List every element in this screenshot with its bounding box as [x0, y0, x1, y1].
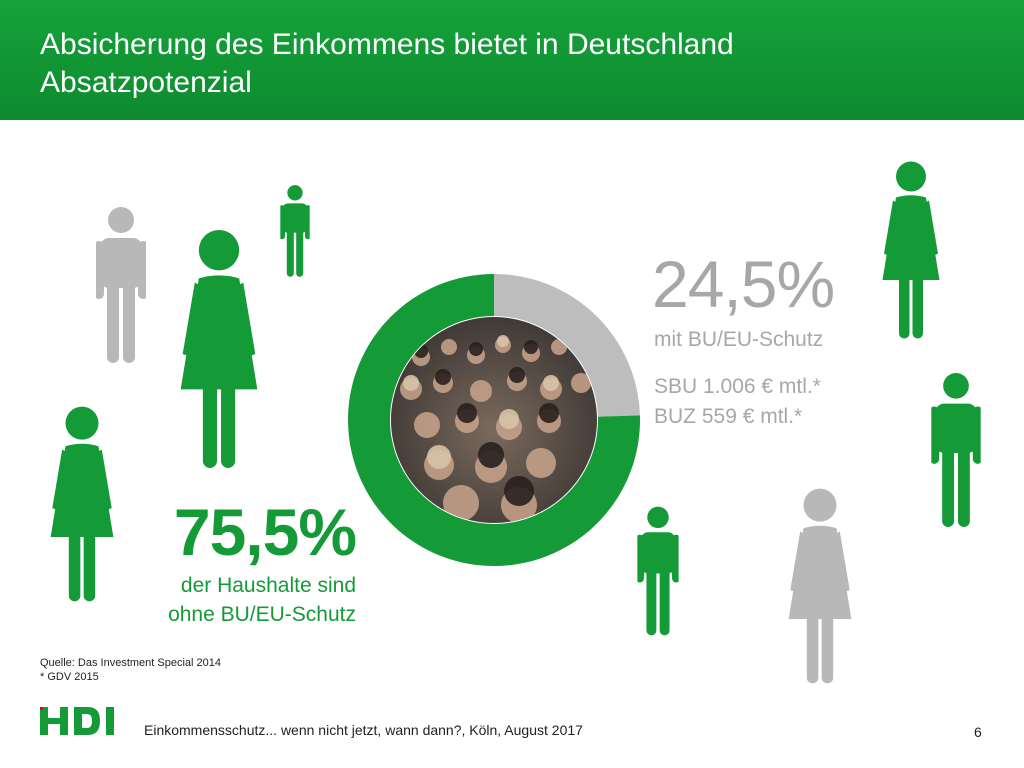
stat-without-value: 75,5%: [173, 495, 357, 569]
person-man-green-bottom-icon: [636, 505, 680, 637]
title-line-1: Absicherung des Einkommens bietet in Deu…: [40, 28, 734, 61]
footer-text: Einkommensschutz... wenn nicht jetzt, wa…: [144, 722, 583, 738]
title-line-2: Absatzpotenzial: [40, 66, 252, 99]
stat-without-label-line-2: ohne BU/EU-Schutz: [168, 603, 356, 626]
person-woman-grey-icon: [777, 487, 863, 685]
person-man-green-right-icon: [929, 371, 983, 529]
stat-without-label-line-1: der Haushalte sind: [180, 574, 356, 597]
person-woman-green-icon: [167, 228, 271, 470]
page-number: 6: [974, 724, 982, 740]
person-man-small-green-icon: [279, 184, 311, 278]
stat-with-details: SBU 1.006 € mtl.* BUZ 559 € mtl.*: [654, 372, 821, 432]
hdi-logo-icon: [40, 707, 114, 735]
crowd-image: [391, 317, 597, 523]
donut-chart: [348, 274, 640, 566]
crowd-photo: [391, 317, 597, 523]
page-title: Absicherung des Einkommens bietet in Deu…: [40, 26, 940, 102]
stat-with-label: mit BU/EU-Schutz: [654, 328, 824, 351]
source-line-2: * GDV 2015: [40, 671, 99, 683]
stat-without-label: der Haushalte sind ohne BU/EU-Schutz: [100, 571, 356, 629]
donut-slice-with-protection: [494, 274, 640, 417]
header-bar: Absicherung des Einkommens bietet in Deu…: [0, 0, 1024, 120]
stat-with-sbu: SBU 1.006 € mtl.*: [654, 375, 821, 398]
stat-with-buz: BUZ 559 € mtl.*: [654, 405, 803, 428]
hdi-logo: [40, 707, 126, 740]
donut-chart-svg: [348, 274, 640, 566]
person-woman-green-right-icon: [873, 160, 949, 340]
source-line-1: Quelle: Das Investment Special 2014: [40, 657, 221, 669]
person-man-grey-icon: [94, 205, 148, 365]
stat-with-value: 24,5%: [652, 247, 835, 321]
source-note: Quelle: Das Investment Special 2014 * GD…: [40, 656, 221, 684]
